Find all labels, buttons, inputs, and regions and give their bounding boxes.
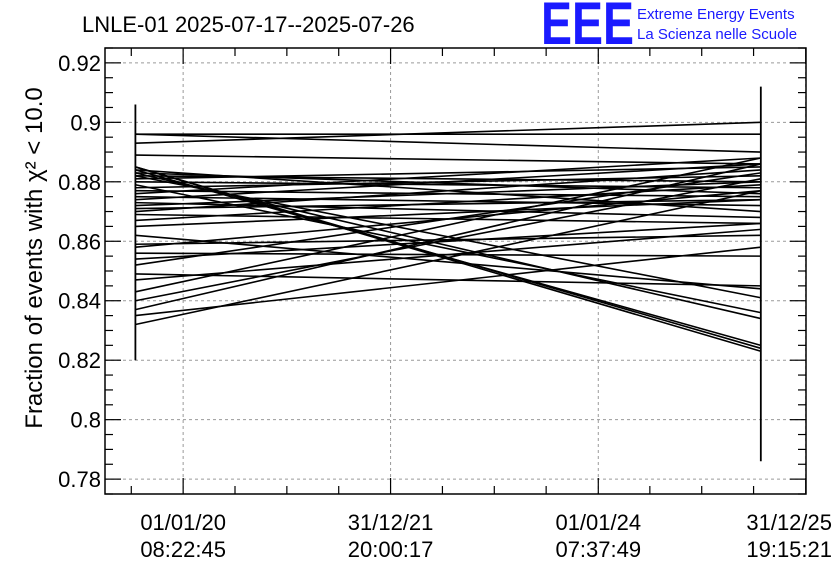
- y-tick-label: 0.86: [58, 229, 101, 254]
- series-line: [135, 228, 761, 281]
- series-line: [135, 166, 761, 180]
- series-line: [135, 222, 761, 260]
- series-line: [135, 169, 761, 213]
- series-line: [135, 154, 761, 165]
- series-line: [135, 234, 761, 290]
- series-line: [135, 172, 762, 320]
- y-axis-label: Fraction of events with χ² < 10.0: [21, 87, 48, 428]
- series-line: [135, 183, 761, 222]
- error-bars: [134, 86, 762, 462]
- series-line: [135, 157, 761, 195]
- y-tick-label: 0.92: [58, 51, 101, 76]
- series-line: [135, 133, 761, 153]
- y-tick-label: 0.88: [58, 170, 101, 195]
- chart-title: LNLE-01 2025-07-17--2025-07-26: [82, 12, 415, 37]
- series-line: [135, 163, 762, 311]
- x-tick-date: 31/12/25: [746, 510, 832, 535]
- series-line: [135, 163, 761, 201]
- series-line: [135, 121, 761, 144]
- series-line: [135, 157, 761, 293]
- y-tick-label: 0.78: [58, 467, 101, 492]
- series-line: [135, 198, 761, 210]
- series-line: [135, 181, 761, 189]
- axis-ticks: [105, 47, 807, 495]
- y-tick-label: 0.84: [58, 289, 101, 314]
- series-line: [135, 198, 761, 228]
- y-tick-label: 0.9: [70, 110, 101, 135]
- series-line: [135, 183, 761, 314]
- y-tick-label: 0.82: [58, 348, 101, 373]
- x-tick-date: 01/01/24: [555, 510, 641, 535]
- grid-lines: [105, 48, 807, 494]
- series-line: [135, 246, 761, 317]
- series-line: [135, 189, 761, 326]
- logo-line-2: La Scienza nelle Scuole: [637, 26, 797, 43]
- x-tick-date: 01/01/20: [140, 510, 226, 535]
- series-lines: [135, 121, 762, 353]
- x-tick-time: 08:22:45: [140, 537, 226, 562]
- series-line: [135, 178, 761, 302]
- logo-line-1: Extreme Energy Events: [637, 6, 795, 23]
- series-line: [135, 273, 761, 287]
- y-tick-labels: 0.78 0.8 0.82 0.84 0.86 0.88 0.9 0.92: [58, 51, 101, 492]
- x-tick-time: 20:00:17: [348, 537, 434, 562]
- x-tick-time: 07:37:49: [555, 537, 641, 562]
- x-tick-time: 19:15:21: [746, 537, 832, 562]
- x-tick-date: 31/12/21: [348, 510, 434, 535]
- plot-frame: [104, 47, 807, 495]
- y-tick-label: 0.8: [70, 408, 101, 433]
- series-line: [135, 181, 761, 207]
